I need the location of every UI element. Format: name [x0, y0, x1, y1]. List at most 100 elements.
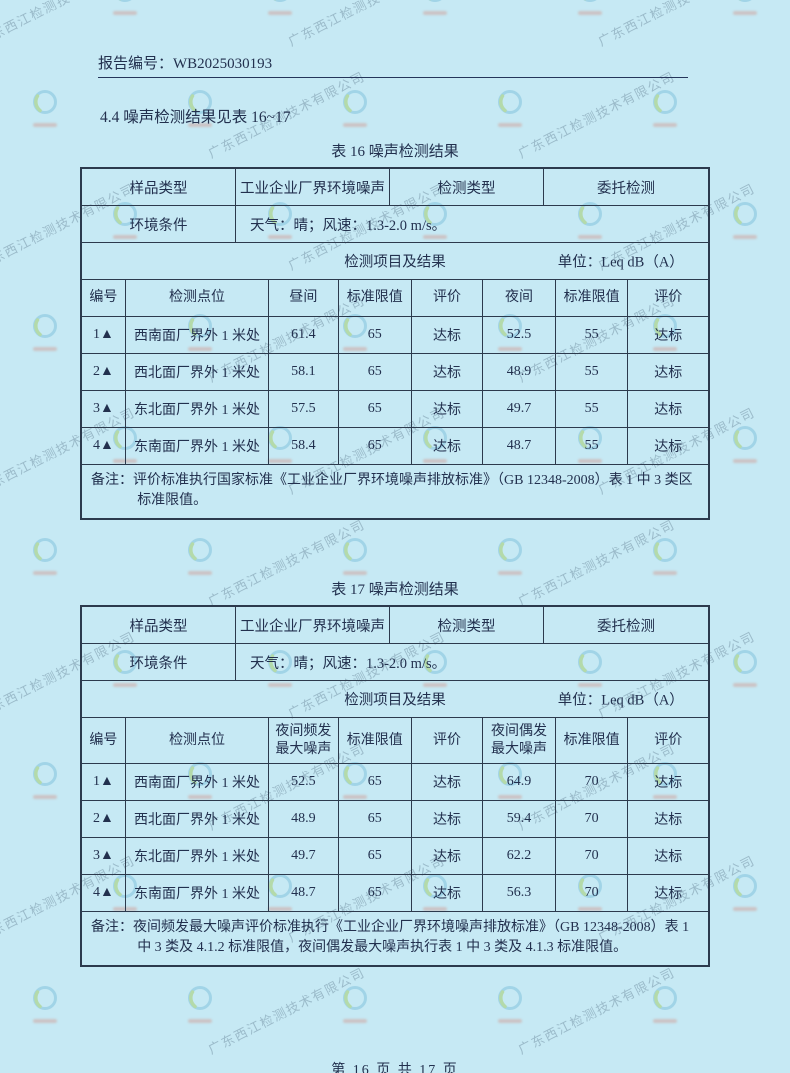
data-cell: 61.4	[269, 317, 339, 353]
col-header: 编号	[82, 718, 126, 763]
data-cell: 达标	[654, 440, 683, 455]
unit-label: 单位：Leq dB（A）	[557, 692, 684, 709]
data-cell: 达标	[654, 366, 683, 381]
data-cell: 达标	[412, 354, 484, 390]
data-cell: 2▲	[82, 801, 126, 837]
section-heading: 4.4 噪声检测结果见表 16~17	[100, 109, 291, 126]
meta-row-types: 样品类型 工业企业厂界环境噪声 检测类型 委托检测	[82, 607, 708, 644]
company-logo-watermark-icon	[265, 0, 295, 15]
col-header: 标准限值	[339, 280, 412, 316]
data-cell: 达标	[412, 801, 484, 837]
data-cell: 55	[556, 391, 629, 427]
column-header-row: 编号 检测点位 昼间 标准限值 评价 夜间 标准限值 评价	[82, 280, 708, 317]
sample-type-value: 工业企业厂界环境噪声	[236, 169, 390, 205]
test-type-value: 委托检测	[596, 180, 655, 197]
data-cell: 48.9	[483, 354, 556, 390]
company-logo-watermark-icon	[420, 0, 450, 15]
col-header: 昼间	[269, 280, 339, 316]
results-section-label: 检测项目及结果	[344, 254, 446, 271]
data-cell: 58.4	[269, 428, 339, 464]
table-row: 4▲ 东南面厂界外 1 米处 48.7 65 达标 56.3 70 达标	[82, 875, 708, 912]
company-name-watermark: 广东西江检测技术有限公司	[285, 0, 448, 50]
table-row: 1▲ 西南面厂界外 1 米处 52.5 65 达标 64.9 70 达标	[82, 764, 708, 801]
data-cell: 2▲	[82, 354, 126, 390]
data-cell: 52.5	[483, 317, 556, 353]
data-cell: 64.9	[483, 764, 556, 800]
data-cell: 西南面厂界外 1 米处	[126, 764, 270, 800]
col-header: 标准限值	[556, 718, 629, 763]
data-cell: 达标	[654, 850, 683, 865]
company-name-watermark: 广东西江检测技术有限公司	[595, 0, 758, 50]
table-row: 3▲ 东北面厂界外 1 米处 57.5 65 达标 49.7 55 达标	[82, 391, 708, 428]
company-name-watermark: 广东西江检测技术有限公司	[0, 0, 138, 50]
data-cell: 4▲	[82, 428, 126, 464]
data-cell: 65	[339, 317, 412, 353]
data-cell: 达标	[412, 317, 484, 353]
meta-row-env: 环境条件 天气：晴；风速：1.3-2.0 m/s。	[82, 206, 708, 243]
sample-type-label: 样品类型	[82, 169, 236, 205]
unit-row: 检测项目及结果 单位：Leq dB（A）	[82, 681, 708, 718]
data-cell: 东南面厂界外 1 米处	[126, 875, 270, 911]
data-cell: 49.7	[483, 391, 556, 427]
data-cell: 西北面厂界外 1 米处	[126, 801, 270, 837]
col-header: 夜间偶发最大噪声	[483, 718, 556, 763]
data-cell: 48.9	[269, 801, 339, 837]
data-cell: 55	[556, 317, 629, 353]
data-cell: 达标	[412, 391, 484, 427]
note-text: 评价标准执行国家标准《工业企业厂界环境噪声排放标准》（GB 12348-2008…	[133, 473, 693, 508]
data-cell: 1▲	[82, 317, 126, 353]
table-row: 2▲ 西北面厂界外 1 米处 58.1 65 达标 48.9 55 达标	[82, 354, 708, 391]
data-cell: 55	[556, 428, 629, 464]
col-header: 评价	[654, 290, 683, 305]
data-cell: 达标	[412, 428, 484, 464]
note-label: 备注：	[91, 473, 133, 488]
report-number-text: 报告编号：WB2025030193	[98, 56, 273, 72]
data-cell: 48.7	[269, 875, 339, 911]
unit-row: 检测项目及结果 单位：Leq dB（A）	[82, 243, 708, 280]
results-section-label: 检测项目及结果	[344, 692, 446, 709]
col-header: 标准限值	[556, 280, 629, 316]
data-cell: 48.7	[483, 428, 556, 464]
sample-type-value: 工业企业厂界环境噪声	[236, 607, 390, 643]
sample-type-label: 样品类型	[82, 607, 236, 643]
note-label: 备注：	[91, 920, 133, 935]
data-cell: 东南面厂界外 1 米处	[126, 428, 270, 464]
data-cell: 3▲	[82, 838, 126, 874]
data-cell: 达标	[654, 329, 683, 344]
data-cell: 62.2	[483, 838, 556, 874]
col-header: 评价	[654, 732, 683, 748]
col-header: 检测点位	[126, 718, 270, 763]
data-cell: 达标	[412, 764, 484, 800]
table-row: 2▲ 西北面厂界外 1 米处 48.9 65 达标 59.4 70 达标	[82, 801, 708, 838]
data-cell: 65	[339, 354, 412, 390]
data-cell: 65	[339, 391, 412, 427]
env-label: 环境条件	[82, 644, 236, 680]
data-cell: 东北面厂界外 1 米处	[126, 391, 270, 427]
meta-row-env: 环境条件 天气：晴；风速：1.3-2.0 m/s。	[82, 644, 708, 681]
data-cell: 3▲	[82, 391, 126, 427]
data-cell: 西南面厂界外 1 米处	[126, 317, 270, 353]
col-header: 检测点位	[126, 280, 270, 316]
data-cell: 达标	[654, 403, 683, 418]
noise-table-16: 样品类型 工业企业厂界环境噪声 检测类型 委托检测 环境条件 天气：晴；风速：1…	[80, 167, 710, 520]
test-type-value: 委托检测	[596, 618, 655, 635]
table-row: 4▲ 东南面厂界外 1 米处 58.4 65 达标 48.7 55 达标	[82, 428, 708, 465]
page-content: 报告编号：WB2025030193 4.4 噪声检测结果见表 16~17 表 1…	[0, 52, 790, 1073]
page-number: 第 16 页 共 17 页	[331, 1063, 459, 1073]
data-cell: 西北面厂界外 1 米处	[126, 354, 270, 390]
table-note: 备注：评价标准执行国家标准《工业企业厂界环境噪声排放标准》（GB 12348-2…	[82, 465, 708, 518]
data-cell: 49.7	[269, 838, 339, 874]
company-logo-watermark-icon	[730, 0, 760, 15]
data-cell: 58.1	[269, 354, 339, 390]
env-label: 环境条件	[82, 206, 236, 242]
test-type-label: 检测类型	[390, 607, 544, 643]
test-type-label: 检测类型	[390, 169, 544, 205]
data-cell: 52.5	[269, 764, 339, 800]
data-cell: 达标	[412, 838, 484, 874]
col-header: 评价	[412, 718, 484, 763]
col-header: 评价	[412, 280, 484, 316]
col-header: 标准限值	[339, 718, 412, 763]
company-logo-watermark-icon	[575, 0, 605, 15]
env-value: 天气：晴；风速：1.3-2.0 m/s。	[249, 217, 447, 234]
data-cell: 59.4	[483, 801, 556, 837]
